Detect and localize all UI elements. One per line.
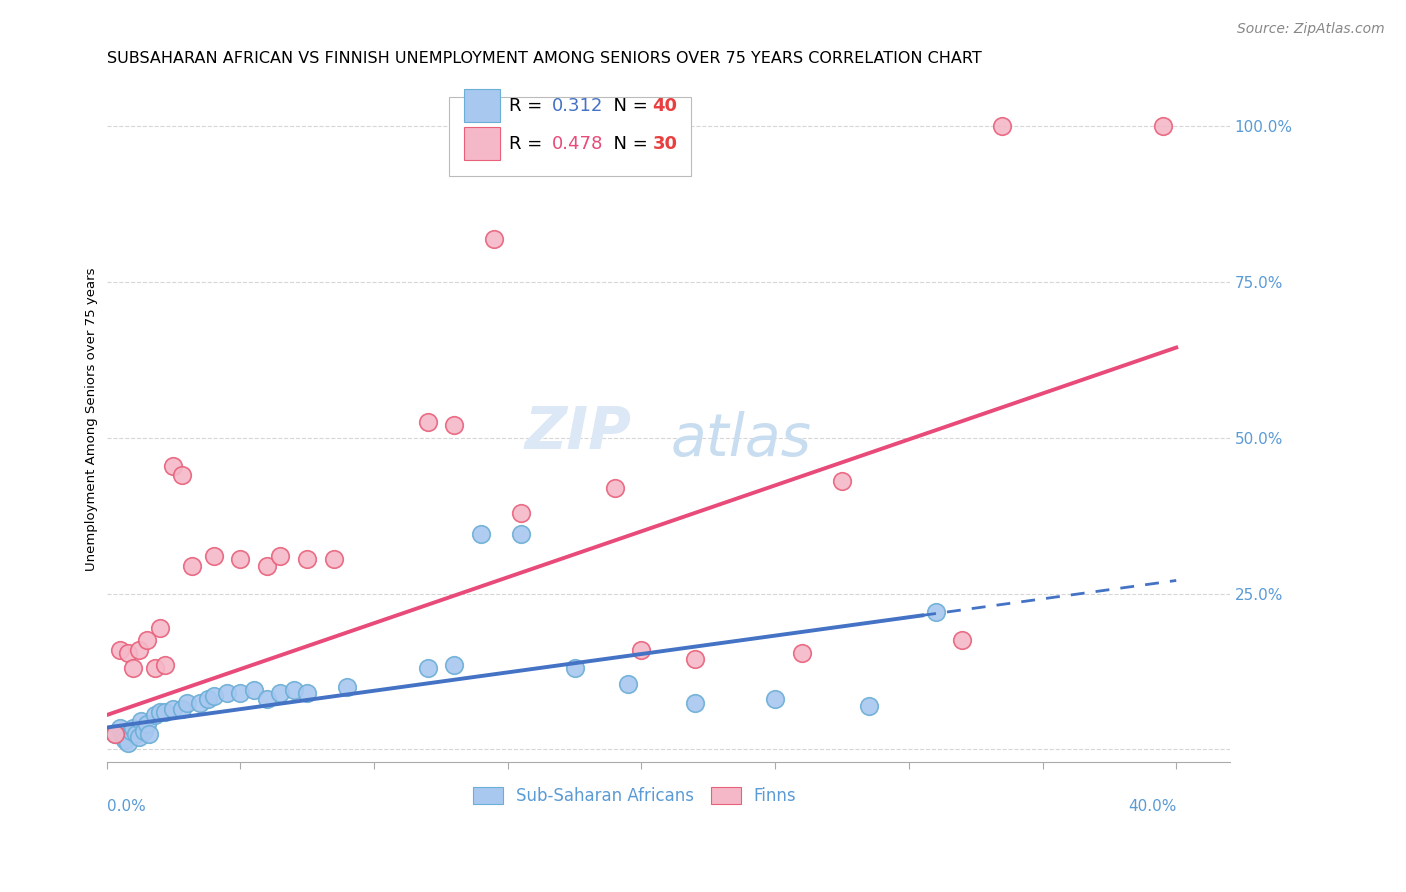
Point: [283, 683, 305, 698]
Text: Source: ZipAtlas.com: Source: ZipAtlas.com: [1237, 22, 1385, 37]
Point: [269, 549, 291, 564]
Point: [924, 605, 946, 619]
Text: ZIP: ZIP: [524, 404, 631, 461]
Point: [188, 696, 211, 710]
Point: [416, 415, 439, 429]
Point: [215, 686, 238, 700]
Point: [122, 721, 145, 735]
Point: [991, 120, 1014, 134]
Point: [125, 727, 148, 741]
Point: [135, 717, 157, 731]
Text: R =: R =: [509, 97, 548, 115]
Point: [256, 692, 278, 706]
Point: [484, 231, 506, 245]
Point: [131, 714, 153, 729]
Point: [149, 705, 172, 719]
Point: [229, 686, 252, 700]
Point: [170, 468, 193, 483]
FancyBboxPatch shape: [464, 128, 499, 161]
Point: [128, 642, 150, 657]
Point: [269, 686, 291, 700]
Point: [295, 552, 318, 566]
Point: [132, 723, 155, 738]
Point: [155, 705, 177, 719]
Point: [443, 658, 465, 673]
Point: [858, 698, 880, 713]
Text: SUBSAHARAN AFRICAN VS FINNISH UNEMPLOYMENT AMONG SENIORS OVER 75 YEARS CORRELATI: SUBSAHARAN AFRICAN VS FINNISH UNEMPLOYME…: [107, 51, 981, 66]
Point: [120, 723, 142, 738]
Point: [510, 506, 533, 520]
Point: [617, 677, 640, 691]
Y-axis label: Unemployment Among Seniors over 75 years: Unemployment Among Seniors over 75 years: [86, 268, 98, 571]
Point: [138, 727, 160, 741]
Point: [117, 736, 139, 750]
Point: [229, 552, 252, 566]
Point: [108, 721, 131, 735]
Point: [122, 661, 145, 675]
Text: N =: N =: [602, 97, 654, 115]
FancyBboxPatch shape: [449, 97, 690, 176]
Point: [295, 686, 318, 700]
Point: [683, 696, 706, 710]
Point: [135, 633, 157, 648]
Point: [256, 558, 278, 573]
Point: [322, 552, 344, 566]
Point: [143, 708, 166, 723]
Point: [104, 727, 127, 741]
Point: [197, 692, 219, 706]
Point: [790, 646, 813, 660]
Legend: Sub-Saharan Africans, Finns: Sub-Saharan Africans, Finns: [465, 780, 803, 812]
Text: 0.478: 0.478: [551, 135, 603, 153]
FancyBboxPatch shape: [464, 89, 499, 122]
Point: [336, 680, 359, 694]
Point: [114, 733, 136, 747]
Point: [242, 683, 264, 698]
Point: [108, 642, 131, 657]
Point: [470, 527, 492, 541]
Point: [104, 727, 127, 741]
Point: [443, 418, 465, 433]
Point: [1152, 120, 1174, 134]
Text: 40: 40: [652, 97, 678, 115]
Point: [111, 730, 134, 744]
Point: [155, 658, 177, 673]
Text: 30: 30: [652, 135, 678, 153]
Text: 0.312: 0.312: [551, 97, 603, 115]
Point: [128, 730, 150, 744]
Text: 0.0%: 0.0%: [107, 799, 145, 814]
Point: [603, 481, 626, 495]
Point: [564, 661, 586, 675]
Point: [950, 633, 973, 648]
Point: [683, 652, 706, 666]
Point: [202, 549, 225, 564]
Point: [149, 621, 172, 635]
Point: [831, 475, 853, 489]
Point: [170, 702, 193, 716]
Point: [143, 661, 166, 675]
Point: [416, 661, 439, 675]
Point: [117, 646, 139, 660]
Point: [181, 558, 204, 573]
Point: [630, 642, 652, 657]
Text: N =: N =: [602, 135, 654, 153]
Point: [176, 696, 198, 710]
Point: [763, 692, 786, 706]
Text: 40.0%: 40.0%: [1128, 799, 1177, 814]
Point: [202, 690, 225, 704]
Point: [162, 702, 184, 716]
Point: [162, 458, 184, 473]
Text: atlas: atlas: [671, 411, 811, 468]
Text: R =: R =: [509, 135, 548, 153]
Point: [510, 527, 533, 541]
